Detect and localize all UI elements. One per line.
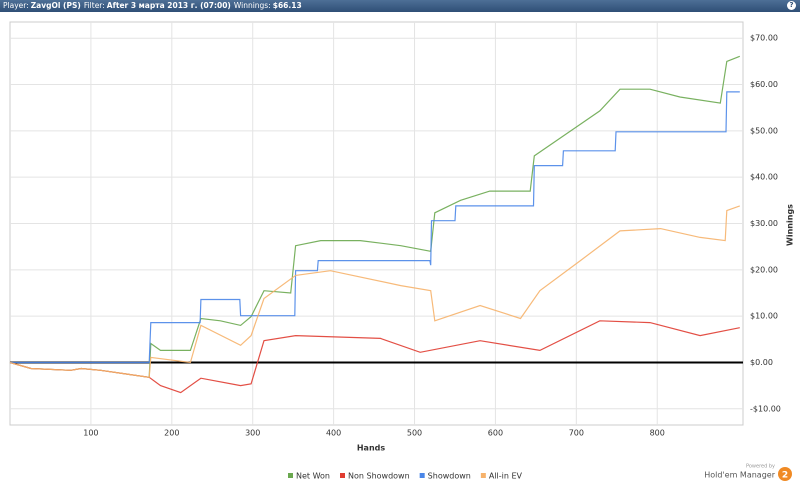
legend-label: All-in EV	[489, 472, 523, 481]
x-tick-label: 400	[326, 429, 341, 438]
help-button[interactable]: ?	[787, 1, 796, 10]
brand-badge: 2	[782, 471, 788, 481]
x-tick-label: 800	[650, 429, 665, 438]
y-tick-label: $20.00	[750, 265, 778, 274]
legend-swatch	[419, 473, 425, 478]
x-tick-label: 300	[245, 429, 260, 438]
plot-area	[9, 21, 744, 426]
legend-label: Net Won	[296, 472, 330, 481]
y-tick-label: $50.00	[750, 126, 778, 135]
y-tick-label: $30.00	[750, 219, 778, 228]
header-label: Filter:	[83, 1, 105, 10]
powered-by: Powered by	[746, 464, 775, 470]
series-line	[9, 320, 740, 394]
x-tick-label: 700	[569, 429, 584, 438]
legend-swatch	[340, 473, 345, 478]
series-line	[10, 91, 740, 364]
legend-swatch	[480, 473, 486, 478]
x-axis-title: Hands	[357, 444, 386, 453]
legend-label: Non Showdown	[348, 472, 410, 481]
x-tick-label: 200	[164, 429, 179, 438]
y-tick-label: $40.00	[750, 173, 778, 182]
x-tick-label: 100	[83, 429, 98, 438]
brand-logo	[778, 467, 792, 481]
y-axis-title: Winnings	[786, 204, 795, 246]
y-tick-label: $70.00	[750, 34, 778, 43]
brand: Hold'em Manager	[704, 471, 775, 480]
x-tick-label: 500	[407, 429, 422, 438]
header-label: Player:	[3, 1, 29, 10]
header-value: ZavgOl (PS)	[30, 1, 81, 10]
series-line	[9, 55, 741, 378]
header-label: Winnings:	[233, 1, 271, 10]
x-tick-label: 600	[488, 429, 503, 438]
y-tick-label: $60.00	[750, 80, 778, 89]
legend-label: Showdown	[428, 472, 471, 481]
header-bar: Player: ZavgOl (PS) Filter: After 3 марта 2…	[0, 0, 800, 12]
header-value: $66.13	[272, 1, 302, 10]
y-tick-label: $10.00	[750, 312, 778, 321]
y-tick-label: -$10.00	[750, 404, 781, 413]
y-tick-label: $0.00	[750, 358, 773, 367]
series-line	[9, 205, 741, 378]
legend-swatch	[288, 473, 293, 478]
header-value: After 3 марта 2013 г. (07:00)	[106, 1, 231, 10]
